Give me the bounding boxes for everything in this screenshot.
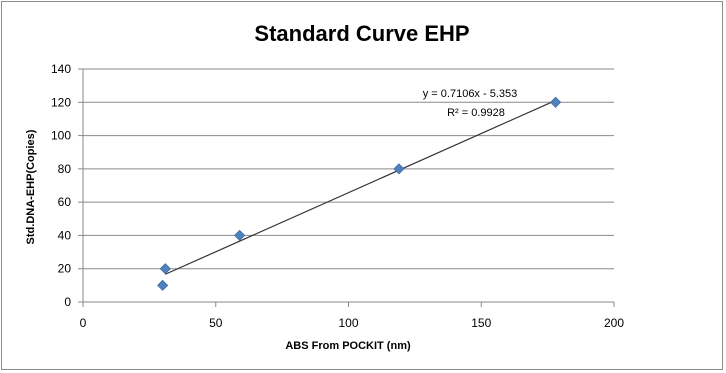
- trendline-r2: R² = 0.9928: [447, 107, 505, 119]
- data-point: [393, 163, 405, 175]
- trendline-equation: y = 0.7106x - 5.353: [423, 88, 517, 100]
- y-axis-label: Std.DNA-EHP(Copies): [25, 129, 37, 244]
- y-tick-label: 120: [51, 95, 71, 109]
- y-tick-label: 0: [64, 295, 71, 309]
- data-point: [159, 263, 171, 275]
- data-point: [550, 96, 562, 108]
- y-tick-label: 40: [58, 228, 72, 242]
- tick-labels: 0 20 40 60 80 100 120 140 0 50 100 150 200: [51, 62, 624, 330]
- data-points: [157, 96, 562, 291]
- y-tick-label: 80: [58, 162, 72, 176]
- axes: [78, 68, 615, 307]
- trendline: [165, 99, 556, 275]
- data-point: [157, 279, 169, 291]
- x-tick-label: 50: [209, 316, 223, 330]
- x-tick-label: 200: [604, 316, 624, 330]
- x-axis-label: ABS From POCKIT (nm): [285, 340, 411, 352]
- x-tick-label: 0: [80, 316, 87, 330]
- gridlines: [83, 68, 614, 270]
- x-tick-label: 150: [471, 316, 491, 330]
- chart-title: Standard Curve EHP: [254, 21, 469, 46]
- y-tick-label: 60: [58, 195, 72, 209]
- y-tick-label: 100: [51, 129, 71, 143]
- data-point: [234, 229, 246, 241]
- x-tick-label: 100: [338, 316, 358, 330]
- y-tick-label: 20: [58, 262, 72, 276]
- y-tick-label: 140: [51, 62, 71, 76]
